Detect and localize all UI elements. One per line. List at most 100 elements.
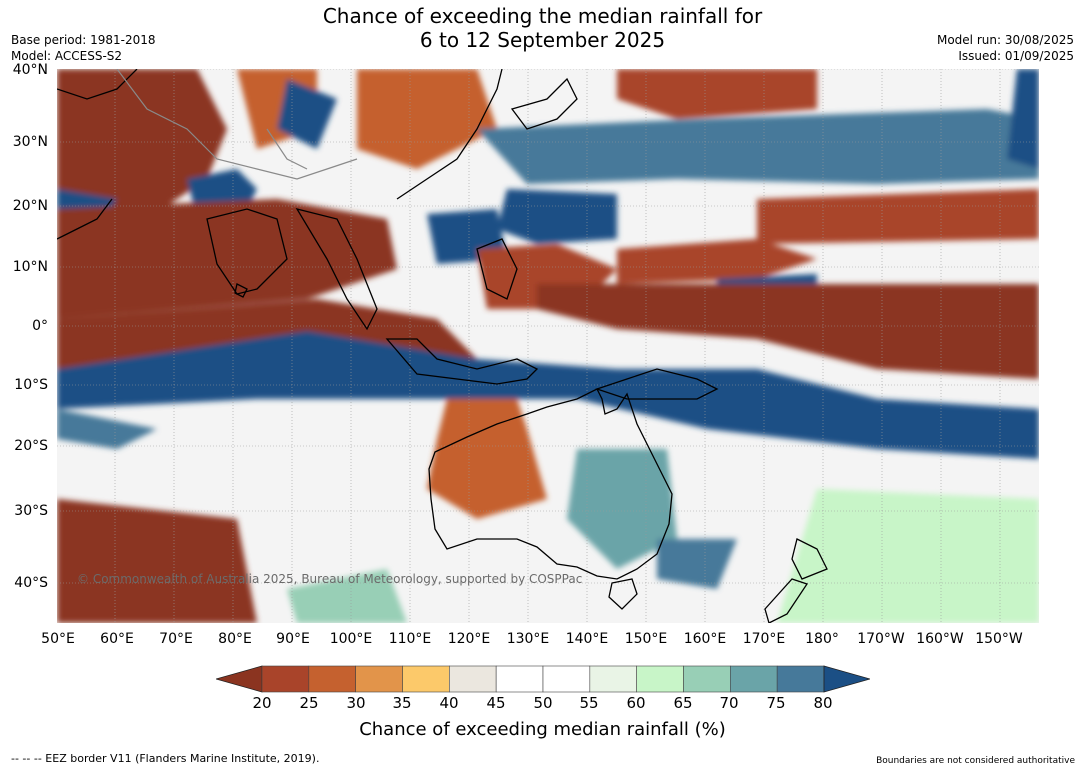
lon-label: 170°W — [857, 631, 905, 647]
lon-label: 160°E — [683, 631, 727, 647]
wet-band-north-pacific — [477, 109, 1039, 184]
lat-label: 40°N — [12, 62, 48, 78]
lat-label: 30°S — [14, 503, 48, 519]
colorbar-segment — [542, 665, 591, 693]
lon-label: 80°E — [218, 631, 252, 647]
new-zealand-north-coastline — [791, 538, 828, 580]
dry-region-china — [357, 69, 497, 169]
map-title: Chance of exceeding the median rainfall … — [0, 4, 1085, 52]
model-name: Model: ACCESS-S2 — [11, 49, 123, 63]
rainfall-map-svg: © Commonwealth of Australia 2025, Bureau… — [57, 69, 1039, 623]
colorbar-tick: 45 — [486, 694, 506, 712]
colorbar-segment — [355, 665, 403, 693]
map-copyright: © Commonwealth of Australia 2025, Bureau… — [77, 572, 582, 586]
lon-label: 90°E — [276, 631, 310, 647]
colorbar-label: Chance of exceeding median rainfall (%) — [359, 719, 726, 740]
lon-label: 60°E — [100, 631, 134, 647]
model-run: Model run: 30/08/2025 — [936, 33, 1074, 47]
australia-coastline — [428, 388, 673, 580]
indonesia-coastline — [385, 338, 539, 385]
colorbar-tick: 80 — [813, 694, 833, 712]
colorbar-extend-high — [823, 665, 870, 693]
colorbar — [216, 665, 870, 693]
base-period: Base period: 1981-2018 — [11, 33, 156, 47]
lat-label: 40°S — [14, 575, 48, 591]
colorbar-tick: 40 — [439, 694, 459, 712]
colorbar-tick: 60 — [626, 694, 646, 712]
wet-band-southern-tropics — [57, 331, 1039, 459]
dry-band-hawaii — [757, 189, 1039, 244]
colorbar-segment — [730, 665, 778, 693]
colorbar-segment — [589, 665, 637, 693]
graticule — [57, 69, 1039, 623]
wet-region-philippine-sea — [497, 189, 617, 244]
china-coastline — [396, 69, 503, 200]
arabia-coastline — [57, 198, 113, 240]
colorbar-tick: 75 — [766, 694, 786, 712]
colorbar-segment — [261, 665, 310, 693]
colorbar-tick: 20 — [252, 694, 272, 712]
lon-label: 110°E — [388, 631, 432, 647]
colorbar-segment — [683, 665, 731, 693]
lat-label: 30°N — [12, 134, 48, 150]
middle-east-coastline — [57, 69, 138, 100]
colorbar-segment — [495, 665, 544, 693]
dry-region-bay-of-bengal — [57, 199, 397, 319]
lon-label: 70°E — [159, 631, 193, 647]
dry-region-central-asia — [57, 69, 227, 219]
colorbar-tick: 50 — [533, 694, 553, 712]
colorbar-segment — [402, 665, 450, 693]
colorbar-segments — [216, 665, 870, 693]
wet-region-tasman-sea — [657, 539, 737, 589]
sri-lanka-coastline — [234, 283, 248, 298]
wet-region-northeast-pacific — [1007, 69, 1039, 169]
lat-label: 0° — [32, 318, 48, 334]
rainfall-map: © Commonwealth of Australia 2025, Bureau… — [57, 69, 1039, 623]
lon-label: 140°E — [565, 631, 609, 647]
wet-region-south-pacific — [777, 489, 1039, 623]
lon-label: 50°E — [41, 631, 75, 647]
colorbar-tick: 55 — [579, 694, 599, 712]
lat-label: 10°N — [12, 259, 48, 275]
colorbar-extend-low — [216, 665, 263, 693]
boundary-disclaimer: Boundaries are not considered authoritat… — [876, 756, 1075, 766]
lon-label: 170°E — [742, 631, 786, 647]
meta-left: Base period: 1981-2018 Model: ACCESS-S2 — [11, 32, 156, 64]
title-line-1: Chance of exceeding the median rainfall … — [322, 4, 763, 28]
wet-region-great-australian-bight — [287, 569, 407, 623]
india-coastline — [206, 208, 288, 295]
lat-label: 20°S — [14, 438, 48, 454]
colorbar-segment — [636, 665, 684, 693]
lat-label: 10°S — [14, 377, 48, 393]
wet-region-south-indian — [57, 409, 157, 449]
philippines-coastline — [476, 238, 518, 300]
colorbar-tick: 25 — [299, 694, 319, 712]
colorbar-tick: 70 — [719, 694, 739, 712]
colorbar-segment — [308, 665, 356, 693]
lat-label: 20°N — [12, 198, 48, 214]
dry-region-north-pacific — [617, 69, 817, 119]
country-borders — [116, 69, 358, 180]
japan-coastline — [510, 77, 578, 130]
colorbar-tick: 35 — [392, 694, 412, 712]
dry-band-equatorial-pacific — [537, 284, 1039, 379]
colorbar-segment — [776, 665, 825, 693]
colorbar-tick: 30 — [346, 694, 366, 712]
lon-label: 120°E — [447, 631, 491, 647]
lon-label: 180° — [805, 631, 839, 647]
lon-label: 100°E — [329, 631, 373, 647]
wet-region-eastern-australia — [567, 449, 677, 569]
new-guinea-coastline — [594, 368, 719, 400]
lon-label: 160°W — [916, 631, 964, 647]
dry-region-western-australia — [427, 429, 547, 519]
issued-date: Issued: 01/09/2025 — [958, 49, 1074, 63]
colorbar-tick: 65 — [673, 694, 693, 712]
dry-region-southern-indian-ocean — [57, 499, 257, 623]
new-zealand-south-coastline — [764, 578, 809, 623]
dry-band-west-pacific — [617, 239, 817, 284]
coastlines — [57, 69, 828, 623]
lon-label: 150°W — [975, 631, 1023, 647]
rainfall-shading — [57, 69, 1039, 623]
indochina-coastline — [295, 207, 378, 331]
title-line-2: 6 to 12 September 2025 — [419, 28, 666, 52]
